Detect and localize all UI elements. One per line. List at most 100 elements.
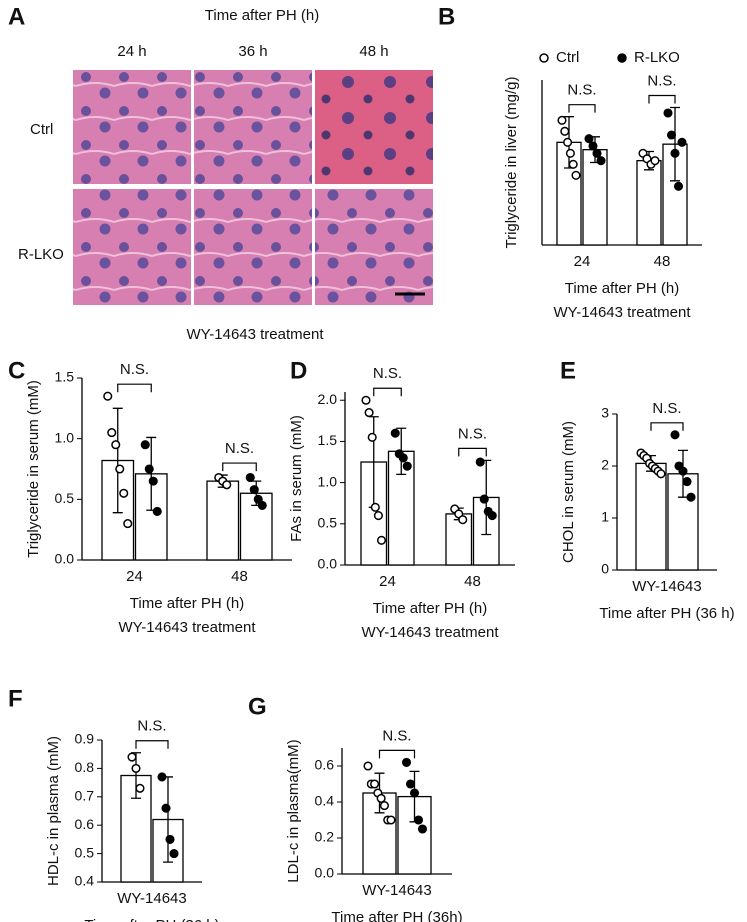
significance-bracket <box>650 422 684 431</box>
data-point <box>686 492 696 502</box>
x-tick-label: 24 <box>126 568 143 585</box>
y-tick-label: 1.5 <box>318 432 338 448</box>
y-tick-label: 0.2 <box>315 829 335 845</box>
significance-bracket <box>458 447 487 457</box>
data-point <box>379 801 389 811</box>
data-point <box>417 824 428 834</box>
x-axis-label: Time after PH (36 h) <box>84 917 219 922</box>
data-point <box>367 432 377 442</box>
legend-label: R-LKO <box>634 49 680 66</box>
data-point <box>161 803 171 813</box>
annotation: N.S. <box>647 72 676 89</box>
data-point <box>376 535 387 545</box>
data-point <box>409 788 420 798</box>
annotation: N.S. <box>120 361 149 378</box>
data-point <box>596 156 606 166</box>
data-point <box>563 137 573 147</box>
caption: WY-14643 treatment <box>186 326 324 343</box>
x-axis-label: Time after PH (36h) <box>331 909 462 922</box>
x-axis-label: WY-14643 treatment <box>118 619 256 636</box>
data-point <box>656 469 666 479</box>
data-point <box>373 511 383 521</box>
chart: G 0.0 0.2 0.4 0.6 LDL-c in plasma(mM) Time aft… <box>248 693 463 922</box>
panel-letter: B <box>438 3 455 30</box>
data-point <box>588 141 598 151</box>
y-axis-label: FAs in serum (mM) <box>288 415 305 542</box>
data-point <box>670 430 680 440</box>
data-point <box>123 519 133 529</box>
significance-bracket <box>568 104 596 113</box>
panel-letter: G <box>248 693 267 720</box>
y-tick-label: 0.8 <box>75 759 95 775</box>
data-point <box>487 511 497 521</box>
significance-bracket <box>117 383 152 393</box>
chart: C 0.0 0.5 1.0 1.5 Triglyceride in serum (mM) T… <box>8 357 292 636</box>
data-point <box>557 115 567 125</box>
data-point <box>568 159 578 169</box>
data-point <box>115 464 125 474</box>
data-point <box>398 453 408 463</box>
x-axis-label: Time after PH (h) <box>373 600 487 617</box>
chart: F 0.4 0.5 0.6 0.7 0.8 0.9 HDL-c in plasma (mM) T… <box>8 685 220 922</box>
annotation: N.S. <box>652 400 681 417</box>
data-point <box>458 515 468 525</box>
data-point <box>111 440 121 450</box>
y-tick-label: 1 <box>601 509 609 525</box>
data-point <box>249 485 259 495</box>
data-point <box>650 156 660 166</box>
data-point <box>677 137 687 147</box>
data-point <box>144 464 154 474</box>
x-axis-label: WY-14643 treatment <box>553 304 691 321</box>
micrograph <box>194 70 312 184</box>
legend-marker <box>539 53 549 63</box>
data-point <box>103 391 113 401</box>
data-point <box>148 476 158 486</box>
chart: E 0 1 2 3 CHOL in serum (mM) Time after PH (36… <box>560 357 735 622</box>
x-tick-label: 48 <box>231 568 248 585</box>
data-point <box>584 134 594 144</box>
data-point <box>119 488 129 498</box>
data-point <box>364 408 374 418</box>
data-point <box>592 148 602 158</box>
panel-title: Time after PH (h) <box>205 7 319 24</box>
data-point <box>376 793 386 803</box>
chart: D 0.0 0.5 1.0 1.5 2.0 FAs in serum (mM) Time af… <box>288 357 515 641</box>
x-axis-label: Time after PH (h) <box>565 280 679 297</box>
significance-bracket <box>648 94 676 104</box>
y-tick-label: 0.5 <box>318 515 338 531</box>
data-point <box>673 181 684 191</box>
y-tick-label: 0.9 <box>75 731 95 747</box>
significance-bracket <box>373 387 402 397</box>
data-point <box>682 477 692 487</box>
legend-label: Ctrl <box>556 49 579 66</box>
data-point <box>565 148 575 158</box>
data-point <box>560 126 570 136</box>
x-axis-label: Time after PH (36 h) <box>599 605 734 622</box>
column-label: 48 h <box>359 43 388 60</box>
data-point <box>257 500 267 510</box>
y-tick-label: 0.6 <box>315 757 335 773</box>
data-point <box>363 761 373 771</box>
error-bar <box>670 106 680 182</box>
annotation: N.S. <box>458 425 487 442</box>
y-tick-label: 0.0 <box>55 551 75 567</box>
legend-marker <box>617 53 627 63</box>
bar <box>397 795 432 875</box>
y-axis-label: HDL-c in plasma (mM) <box>45 736 62 886</box>
x-tick-label: WY-14643 <box>362 882 432 899</box>
y-tick-label: 0 <box>601 561 609 577</box>
y-tick-label: 1.5 <box>55 369 75 385</box>
data-point <box>413 815 424 825</box>
row-label: R-LKO <box>18 246 64 263</box>
y-axis-label: Triglyceride in serum (mM) <box>25 380 42 558</box>
micrograph <box>194 189 312 305</box>
micrograph <box>315 189 433 305</box>
data-point <box>222 480 232 490</box>
panel-letter: A <box>8 3 25 30</box>
x-tick-label: WY-14643 <box>632 578 702 595</box>
y-tick-label: 1.0 <box>55 429 75 445</box>
bar <box>445 513 473 566</box>
bar <box>387 450 415 566</box>
data-point <box>157 772 167 782</box>
data-point <box>370 502 380 512</box>
